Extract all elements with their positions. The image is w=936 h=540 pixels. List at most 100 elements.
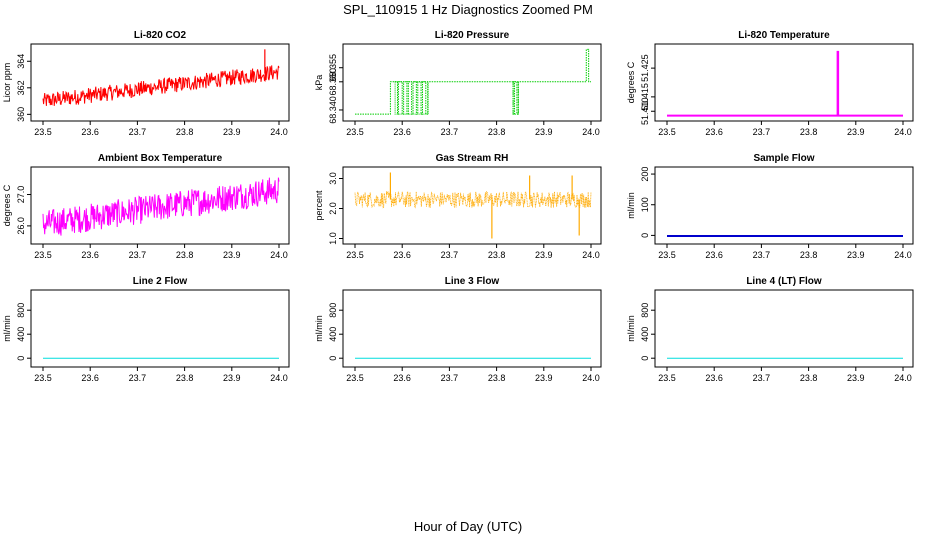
x-tick-label: 23.9 [535, 250, 553, 260]
y-tick-label: 100 [640, 197, 650, 212]
y-tick-label: 68.355 [328, 54, 338, 82]
x-tick-label: 23.5 [658, 250, 676, 260]
x-tick-label: 23.9 [223, 127, 241, 137]
y-axis-label: degrees C [626, 61, 636, 103]
series-line [355, 48, 591, 115]
x-tick-label: 23.5 [658, 373, 676, 383]
y-tick-label: 362 [16, 80, 26, 95]
x-tick-label: 23.9 [535, 373, 553, 383]
x-tick-label: 23.6 [705, 373, 723, 383]
x-tick-label: 23.9 [223, 373, 241, 383]
y-tick-label: 800 [640, 303, 650, 318]
y-axis-label: ml/min [626, 315, 636, 342]
x-tick-label: 23.9 [847, 127, 865, 137]
y-axis-label: ml/min [626, 192, 636, 219]
series-dense-block [394, 81, 429, 115]
y-axis-label: ml/min [2, 315, 12, 342]
x-tick-label: 24.0 [894, 250, 912, 260]
y-tick-label: 2.0 [328, 202, 338, 215]
y-tick-label: 400 [640, 327, 650, 342]
axes-box [654, 289, 914, 368]
x-tick-label: 23.6 [81, 127, 99, 137]
y-axis-label: Licor ppm [2, 63, 12, 103]
y-tick-label: 27.0 [16, 186, 26, 204]
panel-title: Li-820 Pressure [435, 30, 510, 41]
x-tick-label: 23.9 [535, 127, 553, 137]
x-tick-label: 23.7 [441, 373, 459, 383]
x-tick-label: 24.0 [270, 127, 288, 137]
x-tick-label: 23.5 [34, 373, 52, 383]
y-tick-label: 0 [640, 356, 650, 361]
x-tick-label: 23.7 [753, 373, 771, 383]
panel-title: Line 3 Flow [445, 276, 500, 287]
y-tick-label: 51.415 [640, 83, 650, 111]
y-axis-label: degrees C [2, 184, 12, 226]
panel-line3: Line 3 Flow ml/min 23.5 23.6 23.7 23.8 23.9 24.… [314, 276, 602, 383]
series-line [42, 177, 280, 236]
y-tick-label: 0 [328, 356, 338, 361]
y-tick-label: 400 [16, 327, 26, 342]
panel-title: Sample Flow [753, 153, 814, 164]
figure-xlabel: Hour of Day (UTC) [414, 519, 522, 534]
panel-title: Line 4 (LT) Flow [746, 276, 822, 287]
x-tick-label: 23.8 [800, 127, 818, 137]
x-tick-label: 23.6 [705, 250, 723, 260]
y-tick-label: 364 [16, 54, 26, 69]
x-tick-label: 23.7 [129, 127, 147, 137]
y-tick-label: 3.0 [328, 172, 338, 185]
x-tick-label: 23.5 [346, 373, 364, 383]
x-tick-label: 23.6 [81, 250, 99, 260]
x-tick-label: 24.0 [582, 373, 600, 383]
x-tick-label: 23.8 [488, 250, 506, 260]
panel-title: Li-820 Temperature [738, 30, 830, 41]
x-tick-label: 23.6 [705, 127, 723, 137]
panel-box_temp: Ambient Box Temperature degrees C 23.5 23.6… [2, 153, 290, 260]
panel-rh: Gas Stream RH percent 23.5 23.6 23.7 23.8 23.9… [314, 153, 602, 260]
x-tick-label: 23.8 [800, 373, 818, 383]
x-tick-label: 23.7 [441, 250, 459, 260]
y-tick-label: 800 [16, 303, 26, 318]
axes-box [30, 289, 290, 368]
figure-title: SPL_110915 1 Hz Diagnostics Zoomed PM [343, 2, 593, 17]
x-tick-label: 23.7 [129, 250, 147, 260]
x-tick-label: 23.8 [800, 250, 818, 260]
x-tick-label: 23.5 [346, 250, 364, 260]
y-axis-label: kPa [314, 75, 324, 91]
panel-title: Li-820 CO2 [134, 30, 187, 41]
x-tick-label: 24.0 [270, 250, 288, 260]
x-tick-label: 23.8 [176, 250, 194, 260]
y-tick-label: 1.0 [328, 232, 338, 245]
x-tick-label: 23.6 [393, 250, 411, 260]
x-tick-label: 23.9 [847, 250, 865, 260]
axes-box [30, 43, 290, 122]
series-dense-block [512, 81, 519, 115]
x-tick-label: 23.6 [393, 127, 411, 137]
y-tick-label: 68.340 [328, 96, 338, 124]
panel-line2: Line 2 Flow ml/min 23.5 23.6 23.7 23.8 23.9 24.… [2, 276, 290, 383]
x-tick-label: 23.8 [488, 373, 506, 383]
y-tick-label: 800 [328, 303, 338, 318]
y-tick-label: 51.410 [640, 97, 650, 125]
panel-title: Line 2 Flow [133, 276, 188, 287]
y-tick-label: 200 [640, 167, 650, 182]
x-tick-label: 23.9 [223, 250, 241, 260]
x-tick-label: 23.6 [81, 373, 99, 383]
y-tick-label: 51.425 [640, 54, 650, 82]
x-tick-label: 23.5 [34, 127, 52, 137]
x-tick-label: 23.5 [34, 250, 52, 260]
x-tick-label: 23.9 [847, 373, 865, 383]
y-tick-label: 400 [328, 327, 338, 342]
panel-pressure: Li-820 Pressure kPa 23.5 23.6 23.7 23.8 23.9 24… [314, 30, 602, 137]
axes-box [342, 43, 602, 122]
axes-box [342, 166, 602, 245]
x-tick-label: 23.8 [176, 373, 194, 383]
panel-co2: Li-820 CO2 Licor ppm 23.5 23.6 23.7 23.8 23.9 2… [2, 30, 290, 137]
y-tick-label: 0 [16, 356, 26, 361]
x-tick-label: 24.0 [894, 127, 912, 137]
x-tick-label: 24.0 [582, 250, 600, 260]
x-tick-label: 23.6 [393, 373, 411, 383]
y-tick-label: 0 [640, 233, 650, 238]
panel-sample_flow: Sample Flow ml/min 23.5 23.6 23.7 23.8 23.9 24.… [626, 153, 914, 260]
panel-line4: Line 4 (LT) Flow ml/min 23.5 23.6 23.7 23.8 23… [626, 276, 914, 383]
